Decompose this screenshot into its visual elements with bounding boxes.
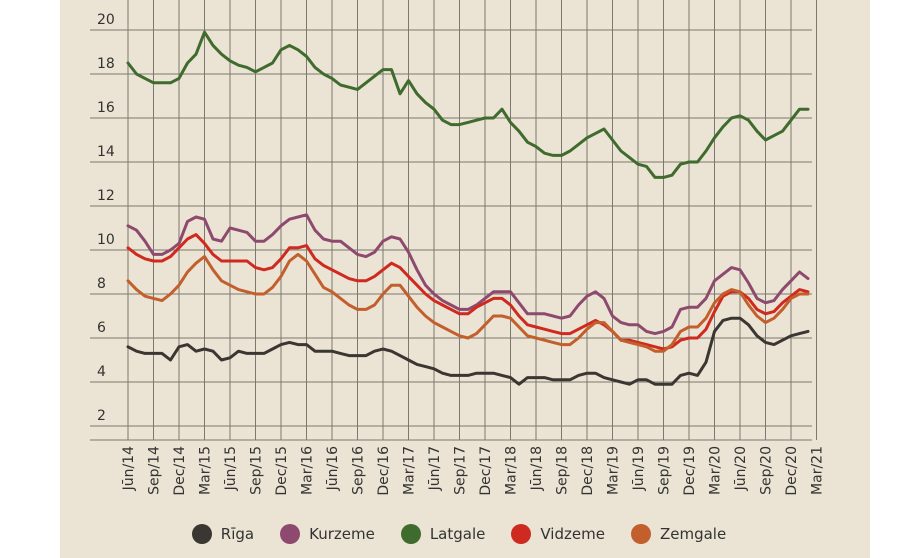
- legend: Rīga Kurzeme Latgale Vidzeme Zemgale: [0, 524, 918, 544]
- line-chart: 2 4 6 8 10 12 14 16 18 20 Jūn/14 Sep/14 Dec/14 Mar/1…: [90, 0, 826, 496]
- x-tick-label: Jūn/14: [121, 446, 137, 491]
- legend-swatch-vidzeme: [511, 524, 532, 544]
- y-tick-label: 14: [97, 144, 115, 160]
- y-tick-label: 8: [97, 276, 106, 292]
- x-tick-label: Sep/20: [759, 446, 775, 495]
- x-tick-label: Dec/17: [478, 446, 494, 496]
- legend-label-vidzeme: Vidzeme: [540, 525, 605, 543]
- x-tick-label: Dec/14: [172, 446, 188, 496]
- y-tick-label: 4: [97, 364, 106, 380]
- x-tick-label: Sep/18: [555, 446, 571, 495]
- series-line-latgale: [126, 30, 810, 179]
- legend-swatch-riga: [191, 524, 212, 544]
- y-tick-label: 10: [97, 232, 115, 248]
- legend-item-zemgale: Zemgale: [630, 524, 727, 544]
- x-tick-label: Jūn/18: [529, 446, 545, 491]
- x-tick-label: Mar/18: [504, 446, 520, 495]
- y-tick-label: 18: [97, 56, 115, 72]
- x-tick-label: Dec/18: [580, 446, 596, 496]
- legend-label-kurzeme: Kurzeme: [309, 525, 375, 543]
- x-tick-label: Jūn/15: [223, 446, 239, 491]
- x-tick-label: Dec/15: [274, 446, 290, 496]
- x-tick-label: Mar/17: [402, 446, 418, 495]
- x-tick-label: Mar/19: [606, 446, 622, 495]
- x-tick-label: Sep/15: [249, 446, 265, 495]
- y-tick-label: 16: [97, 100, 115, 116]
- legend-item-kurzeme: Kurzeme: [280, 524, 375, 544]
- x-tick-label: Jūn/16: [325, 446, 341, 491]
- legend-item-latgale: Latgale: [400, 524, 486, 544]
- x-axis: Jūn/14 Sep/14 Dec/14 Mar/15 Jūn/15 Sep/15 Dec/…: [121, 446, 826, 496]
- y-tick-label: 12: [97, 188, 115, 204]
- legend-label-zemgale: Zemgale: [659, 525, 727, 543]
- x-tick-label: Sep/19: [657, 446, 673, 495]
- x-tick-label: Sep/17: [453, 446, 469, 495]
- y-tick-label: 2: [97, 408, 106, 424]
- x-tick-label: Dec/16: [376, 446, 392, 496]
- x-tick-label: Sep/16: [351, 446, 367, 495]
- y-tick-label: 6: [97, 320, 106, 336]
- x-tick-label: Jūn/17: [427, 446, 443, 491]
- x-tick-label: Dec/19: [682, 446, 698, 496]
- series-lines: [126, 30, 810, 386]
- x-tick-label: Mar/20: [708, 446, 724, 495]
- x-tick-label: Sep/14: [147, 446, 163, 495]
- x-tick-label: Dec/20: [784, 446, 800, 496]
- legend-item-riga: Rīga: [191, 524, 255, 544]
- x-tick-label: Mar/21: [810, 446, 826, 495]
- series-line-rga: [126, 316, 810, 386]
- legend-swatch-kurzeme: [280, 524, 301, 544]
- series-line-vidzeme: [126, 233, 810, 351]
- legend-swatch-latgale: [400, 524, 421, 544]
- x-tick-label: Jūn/19: [631, 446, 647, 491]
- legend-item-vidzeme: Vidzeme: [511, 524, 605, 544]
- grid: [90, 0, 817, 441]
- x-tick-label: Mar/16: [300, 446, 316, 495]
- chart-panel: [60, 0, 870, 558]
- y-axis: 2 4 6 8 10 12 14 16 18 20: [97, 12, 115, 424]
- legend-label-riga: Rīga: [220, 525, 255, 543]
- x-tick-label: Mar/15: [198, 446, 214, 495]
- series-line-zemgale: [126, 252, 810, 353]
- series-line-kurzeme: [126, 213, 810, 336]
- y-tick-label: 20: [97, 12, 115, 28]
- legend-label-latgale: Latgale: [429, 525, 486, 543]
- legend-swatch-zemgale: [630, 524, 651, 544]
- x-tick-label: Jūn/20: [733, 446, 749, 491]
